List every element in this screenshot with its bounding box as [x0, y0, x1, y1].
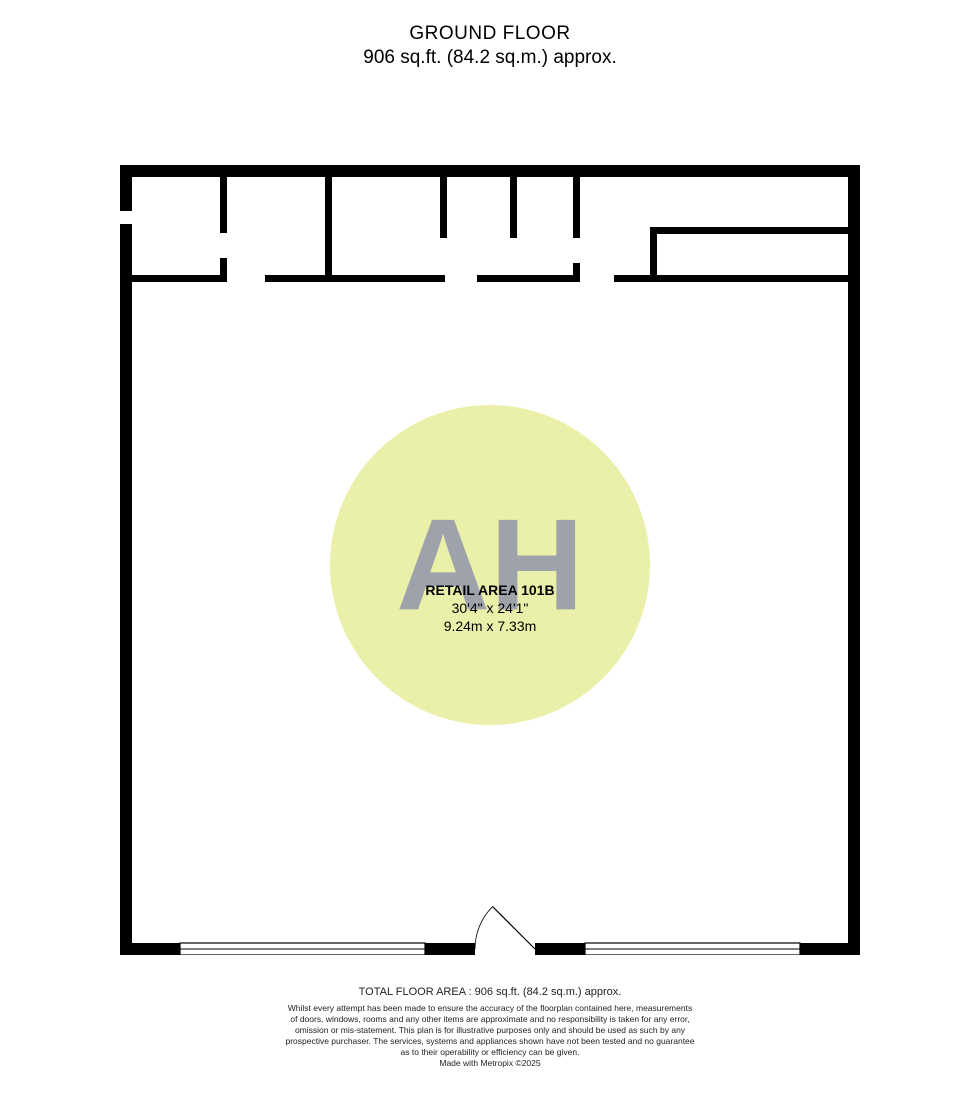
floor-area: 906 sq.ft. (84.2 sq.m.) approx. — [0, 46, 980, 70]
footer-disclaimer-4: prospective purchaser. The services, sys… — [0, 1036, 980, 1047]
footer-total: TOTAL FLOOR AREA : 906 sq.ft. (84.2 sq.m… — [0, 985, 980, 999]
svg-text:30'4" x 24'1": 30'4" x 24'1" — [452, 600, 529, 616]
footer-disclaimer-3: omission or mis-statement. This plan is … — [0, 1025, 980, 1036]
svg-text:RETAIL AREA 101B: RETAIL AREA 101B — [425, 582, 554, 598]
header: GROUND FLOOR 906 sq.ft. (84.2 sq.m.) app… — [0, 0, 980, 70]
footer-disclaimer-5: as to their operability or efficiency ca… — [0, 1047, 980, 1058]
floor-title: GROUND FLOOR — [0, 22, 980, 46]
svg-text:9.24m x 7.33m: 9.24m x 7.33m — [444, 618, 537, 634]
footer-disclaimer-1: Whilst every attempt has been made to en… — [0, 1003, 980, 1014]
footer: TOTAL FLOOR AREA : 906 sq.ft. (84.2 sq.m… — [0, 985, 980, 1069]
footer-credit: Made with Metropix ©2025 — [0, 1058, 980, 1069]
floorplan: AHRETAIL AREA 101B30'4" x 24'1"9.24m x 7… — [120, 165, 860, 955]
footer-disclaimer-2: of doors, windows, rooms and any other i… — [0, 1014, 980, 1025]
